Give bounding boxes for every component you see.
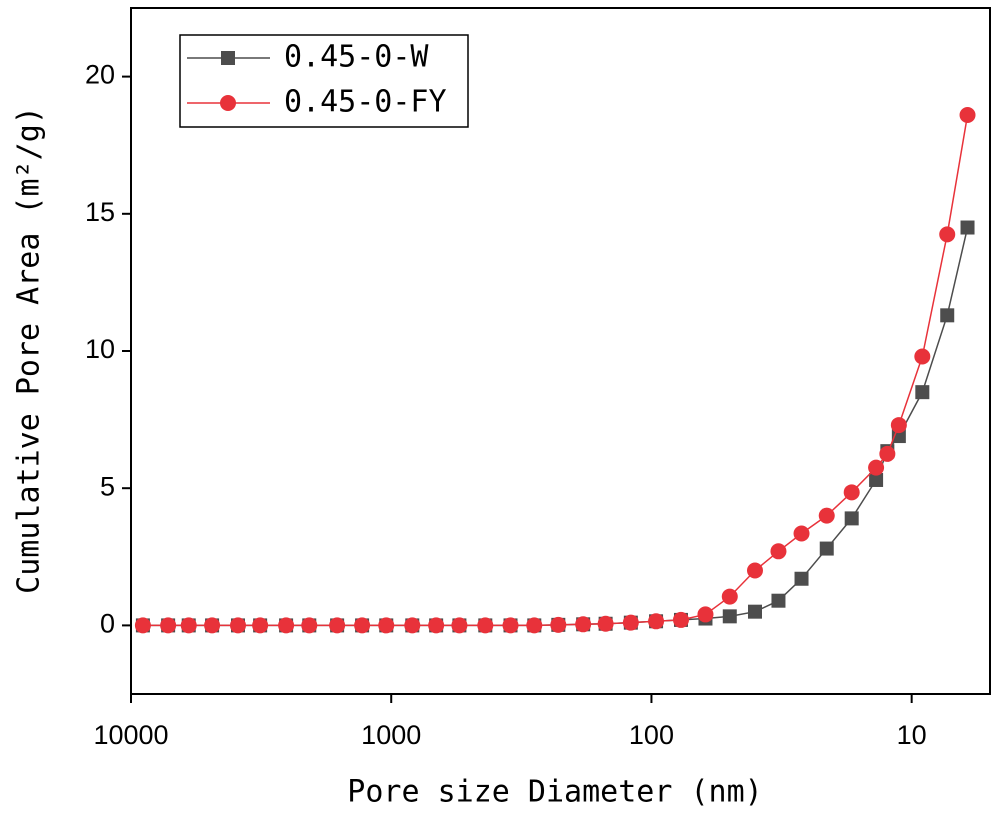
y-axis-label: Cumulative Pore Area (m²/g) — [12, 106, 47, 594]
marker — [477, 617, 494, 634]
marker — [378, 617, 395, 634]
marker — [451, 617, 468, 634]
marker — [747, 604, 762, 619]
marker — [843, 484, 860, 501]
y-tick-label: 20 — [85, 60, 115, 90]
marker — [770, 543, 787, 560]
marker — [722, 609, 737, 624]
marker — [819, 541, 834, 556]
x-tick-label: 100 — [629, 720, 674, 750]
marker — [404, 617, 421, 634]
marker — [428, 617, 445, 634]
marker — [721, 588, 738, 605]
y-tick-label: 0 — [100, 609, 115, 639]
marker — [575, 616, 592, 633]
marker — [794, 571, 809, 586]
marker — [229, 617, 246, 634]
y-tick-label: 15 — [85, 197, 115, 227]
marker — [879, 445, 896, 462]
marker — [793, 525, 810, 542]
marker — [869, 472, 884, 487]
marker — [278, 617, 295, 634]
x-tick-label: 10 — [897, 720, 927, 750]
y-tick-label: 10 — [85, 334, 115, 364]
marker — [672, 611, 689, 628]
x-tick-label: 1000 — [361, 720, 421, 750]
marker — [301, 617, 318, 634]
marker — [746, 562, 763, 579]
series-line — [142, 114, 969, 627]
x-axis-label: Pore size Diameter (nm) — [347, 775, 762, 810]
marker — [354, 617, 371, 634]
legend-box — [179, 34, 469, 128]
marker — [550, 616, 567, 633]
marker — [622, 614, 639, 631]
series-line — [142, 227, 969, 627]
marker — [914, 348, 931, 365]
marker — [915, 385, 930, 400]
marker — [818, 507, 835, 524]
y-tick-label: 5 — [100, 471, 115, 501]
marker — [959, 107, 976, 124]
marker — [648, 613, 665, 630]
marker — [180, 617, 197, 634]
marker — [597, 615, 614, 632]
legend-label: 0.45-0-FY — [284, 85, 447, 120]
marker — [252, 617, 269, 634]
marker — [220, 95, 236, 111]
marker — [502, 617, 519, 634]
marker — [329, 617, 346, 634]
legend-label: 0.45-0-W — [284, 40, 429, 75]
marker — [221, 51, 235, 65]
x-tick-label: 10000 — [93, 720, 168, 750]
marker — [940, 308, 955, 323]
marker — [890, 417, 907, 434]
marker — [526, 617, 543, 634]
marker — [960, 220, 975, 235]
marker — [697, 606, 714, 623]
marker — [844, 511, 859, 526]
marker — [868, 459, 885, 476]
marker — [939, 226, 956, 243]
marker — [204, 617, 221, 634]
marker — [771, 593, 786, 608]
marker — [160, 617, 177, 634]
marker — [134, 617, 151, 634]
